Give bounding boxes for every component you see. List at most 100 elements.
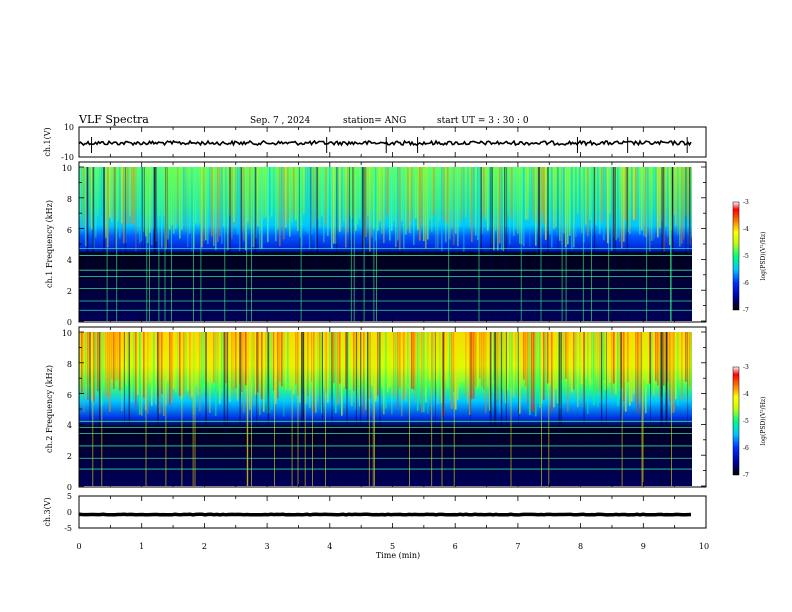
spec-dropout [240, 167, 242, 321]
spec-dropout [494, 332, 497, 486]
spec-streak [427, 332, 429, 414]
spec-dropout [663, 167, 665, 321]
spec-streak [95, 167, 97, 238]
spec-streak [99, 167, 101, 220]
spec-sferic [116, 167, 118, 321]
spec-streak [511, 332, 513, 390]
spec-streak [417, 332, 419, 411]
spec-streak [437, 332, 439, 405]
spec-streak [673, 167, 675, 216]
spec-streak [429, 332, 431, 381]
ch1-spec-ytick-0: 0 [67, 318, 72, 327]
spec-streak [631, 167, 633, 227]
spec-dropout [480, 167, 482, 321]
spec-dropout [166, 167, 168, 321]
spec-sferic [541, 332, 542, 486]
spec-streak [273, 332, 275, 391]
spec-streak [327, 332, 329, 403]
spec-streak [411, 167, 413, 222]
spec-streak [595, 167, 597, 225]
spec-streak [609, 167, 611, 214]
spec-streak [149, 332, 151, 383]
spec-dropout [331, 332, 333, 486]
ch2-spec-ytick-10: 10 [62, 329, 72, 338]
spec-streak [279, 332, 281, 383]
ch3-waveform-ylabel: ch.3(V) [43, 497, 52, 526]
spec-streak [587, 167, 589, 237]
spec-streak [587, 332, 589, 414]
ch1-ytick-top: 10 [64, 123, 74, 132]
spec-sferic [251, 332, 252, 486]
spec-sferic [376, 167, 377, 321]
spec-streak [501, 167, 503, 251]
spec-dropout [494, 332, 496, 486]
spec-streak [487, 167, 489, 231]
spec-streak [659, 167, 661, 228]
spec-dropout [489, 167, 491, 321]
spec-streak [415, 167, 417, 219]
spec-streak [227, 167, 229, 251]
spec-streak [573, 167, 575, 248]
spec-streak [381, 167, 383, 234]
spec-dropout [346, 332, 348, 486]
spec-streak [225, 167, 227, 219]
ch2-spectrogram-ylabel: ch.2 Frequency (kHz) [45, 365, 54, 453]
spec-sferic [441, 332, 443, 486]
spec-streak [341, 167, 343, 222]
spec-streak [335, 332, 337, 414]
spec-streak [141, 332, 143, 416]
spec-dropout [157, 332, 159, 486]
spec-dropout [267, 332, 270, 486]
spec-streak [631, 332, 633, 402]
spec-streak [475, 167, 477, 236]
ch1-spec-ytick-6: 6 [67, 226, 72, 235]
spec-streak [323, 167, 325, 243]
spec-streak [157, 167, 159, 218]
spec-streak [257, 332, 259, 393]
spec-streak [283, 332, 285, 417]
spec-streak [403, 167, 405, 249]
spec-streak [237, 332, 239, 401]
spec-dropout [361, 167, 364, 321]
spec-sferic [246, 332, 248, 486]
spec-dropout [600, 332, 603, 486]
spec-sferic [200, 167, 202, 321]
spec-streak [275, 332, 277, 404]
ch2-cb-tick-m4: -4 [743, 391, 749, 398]
spec-streak [669, 167, 671, 246]
xtick-label-1: 1 [139, 542, 144, 551]
spec-streak [341, 332, 343, 416]
spec-streak [467, 332, 469, 404]
spec-streak [289, 332, 291, 391]
spec-streak [217, 332, 219, 384]
spec-streak [399, 332, 401, 388]
spec-streak [547, 332, 549, 384]
spec-streak [583, 167, 585, 243]
spec-sferic [374, 332, 375, 486]
spec-streak [351, 332, 353, 406]
spec-dropout [89, 332, 91, 486]
spec-streak [493, 332, 495, 380]
spec-streak [263, 167, 265, 219]
spec-streak [345, 332, 347, 390]
spec-streak [421, 332, 423, 413]
spec-streak [497, 332, 499, 403]
spec-sferic [671, 332, 672, 486]
spec-streak [159, 332, 161, 414]
spec-streak [627, 332, 629, 383]
spec-streak [195, 167, 197, 224]
spec-streak [271, 332, 273, 411]
ch3-waveform-panel: 5 0 -5 ch.3(V) [43, 492, 707, 533]
spec-streak [139, 167, 141, 243]
spec-streak [413, 167, 415, 245]
spec-dropout [226, 332, 229, 486]
spec-streak [171, 332, 173, 403]
spec-streak [187, 167, 189, 248]
spec-streak [647, 167, 649, 222]
spec-streak [675, 332, 677, 400]
spec-streak [123, 167, 125, 244]
spec-streak [527, 167, 529, 220]
spec-sferic [312, 332, 313, 486]
spec-streak [617, 167, 619, 238]
